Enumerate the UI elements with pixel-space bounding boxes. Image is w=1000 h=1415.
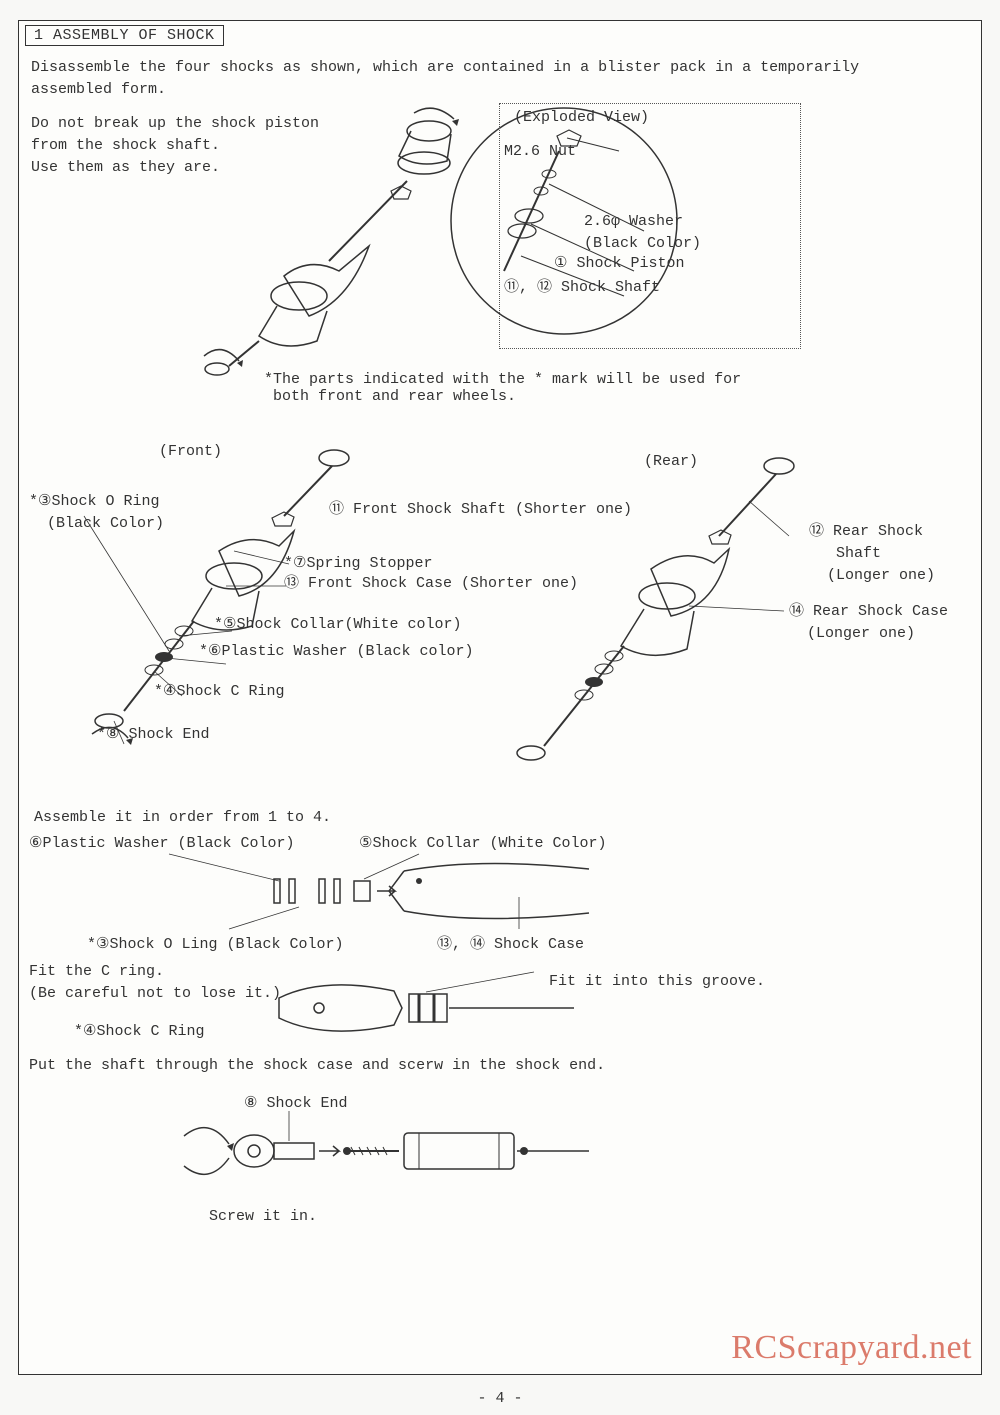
instruction-page: 1 ASSEMBLY OF SHOCK Disassemble the four… [18, 20, 982, 1375]
rear-case: ⑭ Rear Shock Case (Longer one) [789, 601, 948, 645]
cring-label: *④Shock C Ring [74, 1021, 204, 1043]
exploded-title: (Exploded View) [514, 107, 649, 129]
front-shock-diagram [54, 436, 374, 766]
watermark: RCScrapyard.net [731, 1329, 972, 1367]
front-spring: *⑦Spring Stopper [284, 553, 432, 575]
cring-note: Fit the C ring. (Be careful not to lose … [29, 961, 281, 1005]
assemble-note: Assemble it in order from 1 to 4. [34, 807, 331, 829]
page-number: - 4 - [0, 1390, 1000, 1407]
washer-label: 2.6φ Washer (Black Color) [584, 211, 701, 255]
groove-label: Fit it into this groove. [549, 971, 765, 993]
b1-case: ⑬, ⑭ Shock Case [437, 934, 584, 956]
front-pwasher: *⑥Plastic Washer (Black color) [199, 641, 474, 663]
section-header: 1 ASSEMBLY OF SHOCK [25, 25, 224, 46]
mark-note: *The parts indicated with the * mark wil… [264, 371, 741, 405]
insert-parts-diagram [119, 849, 619, 934]
rear-shock-diagram [489, 441, 809, 781]
rear-shaft: ⑫ Rear Shock Shaft (Longer one) [809, 521, 935, 586]
screw-note: Screw it in. [209, 1206, 317, 1228]
front-oring: *③Shock O Ring (Black Color) [29, 491, 164, 535]
front-cring: *④Shock C Ring [154, 681, 284, 703]
nut-label: M2.6 Nut [504, 141, 576, 163]
intro-text: Disassemble the four shocks as shown, wh… [31, 57, 859, 101]
b1-oring: *③Shock O Ling (Black Color) [87, 934, 344, 956]
front-end: *⑧ Shock End [97, 724, 209, 746]
shaft-label: ⑪, ⑫ Shock Shaft [504, 277, 660, 299]
front-collar: *⑤Shock Collar(White color) [214, 614, 462, 636]
piston-label: ① Shock Piston [554, 253, 685, 275]
cring-diagram [274, 966, 574, 1051]
shaft-note: Put the shaft through the shock case and… [29, 1055, 605, 1077]
shock-end-diagram [169, 1111, 589, 1201]
